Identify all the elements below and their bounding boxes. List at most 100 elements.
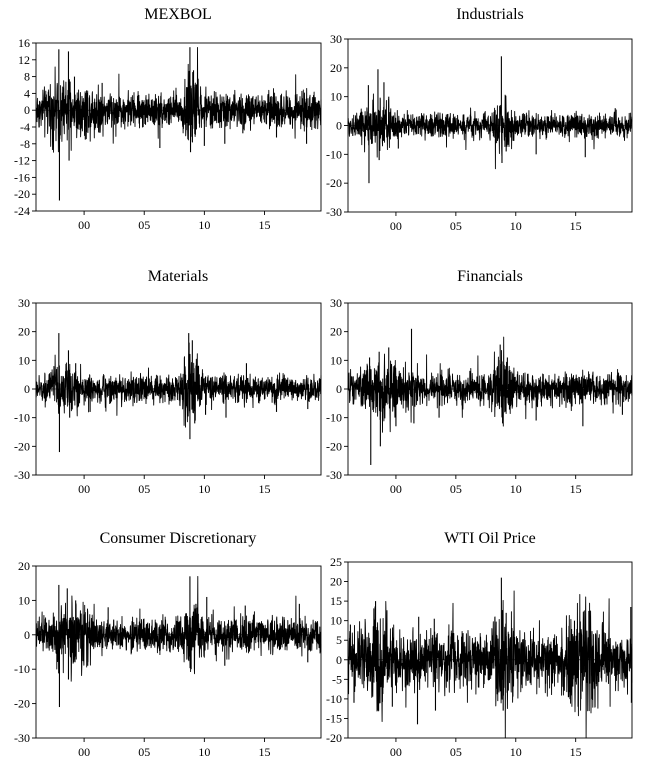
x-tick-label: 05 [138,482,150,496]
panel-title: WTI Oil Price [444,530,536,547]
y-tick-label: 16 [18,36,30,50]
y-tick-label: 20 [330,61,342,75]
x-tick-label: 10 [198,218,210,232]
return-series [35,575,322,708]
y-tick-label: 0 [24,382,30,396]
x-tick-label: 00 [390,482,402,496]
panel-mexbol: MEXBOL 16 12 8 4 0 -4 -8 -12 -16 -20 -24 00 05 10 15 [14,6,322,232]
y-tick-label: -20 [14,187,30,201]
y-tick-label: 10 [18,353,30,367]
y-tick-label: 25 [330,555,342,569]
y-tick-label: -30 [326,205,342,219]
y-tick-label: 0 [24,103,30,117]
y-tick-label: -20 [326,731,342,745]
series-line [347,336,633,433]
axis-ticks: 20 10 0 -10 -20 -30 00 05 10 15 [14,559,270,759]
y-tick-label: -10 [326,692,342,706]
y-tick-label: 0 [336,653,342,667]
series-line [347,93,633,170]
y-tick-label: -8 [20,137,30,151]
series-line [347,590,633,739]
x-tick-label: 00 [390,219,402,233]
x-tick-label: 15 [258,745,270,759]
x-tick-label: 00 [78,482,90,496]
axis-ticks: 30 20 10 0 -10 -20 -30 00 05 10 15 [326,296,582,496]
series-line [35,47,322,153]
y-tick-label: 10 [330,353,342,367]
y-tick-label: 8 [24,70,30,84]
series-line [35,575,322,682]
x-tick-label: 05 [450,482,462,496]
x-tick-label: 10 [198,745,210,759]
panel-title: Financials [457,268,523,285]
y-tick-label: -24 [14,204,30,218]
series-line [35,342,322,428]
axis-ticks: 16 12 8 4 0 -4 -8 -12 -16 -20 -24 00 05 10 15 [14,36,270,232]
y-tick-label: 10 [330,90,342,104]
y-tick-label: -20 [14,439,30,453]
axis-ticks: 30 20 10 0 -10 -20 -30 00 05 10 15 [14,296,270,496]
panel-financials: Financials 30 20 10 0 -10 -20 -30 00 05 10 15 [326,268,633,496]
y-tick-label: 20 [18,325,30,339]
y-tick-label: 10 [18,593,30,607]
x-tick-label: 05 [450,219,462,233]
y-tick-label: -10 [326,147,342,161]
x-tick-label: 10 [510,482,522,496]
return-series [347,56,633,184]
axis-ticks: 25 20 15 10 5 0 -5 -10 -15 -20 00 05 10 15 [326,555,582,759]
y-tick-label: -15 [326,711,342,725]
y-tick-label: -20 [326,439,342,453]
y-tick-label: 0 [336,119,342,133]
return-series [347,577,633,739]
y-tick-label: 30 [18,296,30,310]
return-series [347,328,633,465]
y-tick-label: -10 [14,662,30,676]
panel-title: Materials [148,268,208,285]
y-tick-label: 20 [330,325,342,339]
x-tick-label: 05 [138,218,150,232]
y-tick-label: -10 [326,411,342,425]
panel-title: MEXBOL [144,6,212,23]
y-tick-label: -10 [14,411,30,425]
y-tick-label: 10 [330,614,342,628]
panel-industrials: Industrials 30 20 10 0 -10 -20 -30 00 05 10 15 [326,6,633,233]
y-tick-label: -30 [326,468,342,482]
y-tick-label: -30 [14,731,30,745]
y-tick-label: 0 [336,382,342,396]
x-tick-label: 15 [570,482,582,496]
y-tick-label: 5 [336,633,342,647]
y-tick-label: 12 [18,53,30,67]
x-tick-label: 15 [570,219,582,233]
x-tick-label: 10 [510,745,522,759]
y-tick-label: 0 [24,628,30,642]
y-tick-label: 30 [330,32,342,46]
y-tick-label: -30 [14,468,30,482]
y-tick-label: 30 [330,296,342,310]
return-series [35,47,322,201]
x-tick-label: 10 [198,482,210,496]
x-tick-label: 05 [450,745,462,759]
y-tick-label: -12 [14,154,30,168]
panel-materials: Materials 30 20 10 0 -10 -20 -30 00 05 10 15 [14,268,322,496]
x-tick-label: 00 [78,745,90,759]
y-tick-label: 20 [330,575,342,589]
panel-title: Consumer Discretionary [100,530,257,547]
x-tick-label: 15 [570,745,582,759]
y-tick-label: -20 [14,697,30,711]
panel-title: Industrials [456,6,524,23]
y-tick-label: 15 [330,594,342,608]
x-tick-label: 00 [78,218,90,232]
y-tick-label: -16 [14,170,30,184]
y-tick-label: -4 [20,120,30,134]
y-tick-label: -5 [332,672,342,686]
x-tick-label: 05 [138,745,150,759]
panel-consumer-discretionary: Consumer Discretionary 20 10 0 -10 -20 -30 00 0… [14,530,322,759]
y-tick-label: 4 [24,86,30,100]
x-tick-label: 15 [258,482,270,496]
return-series [35,333,322,453]
x-tick-label: 15 [258,218,270,232]
y-tick-label: 20 [18,559,30,573]
y-tick-label: -20 [326,176,342,190]
axis-ticks: 30 20 10 0 -10 -20 -30 00 05 10 15 [326,32,582,233]
